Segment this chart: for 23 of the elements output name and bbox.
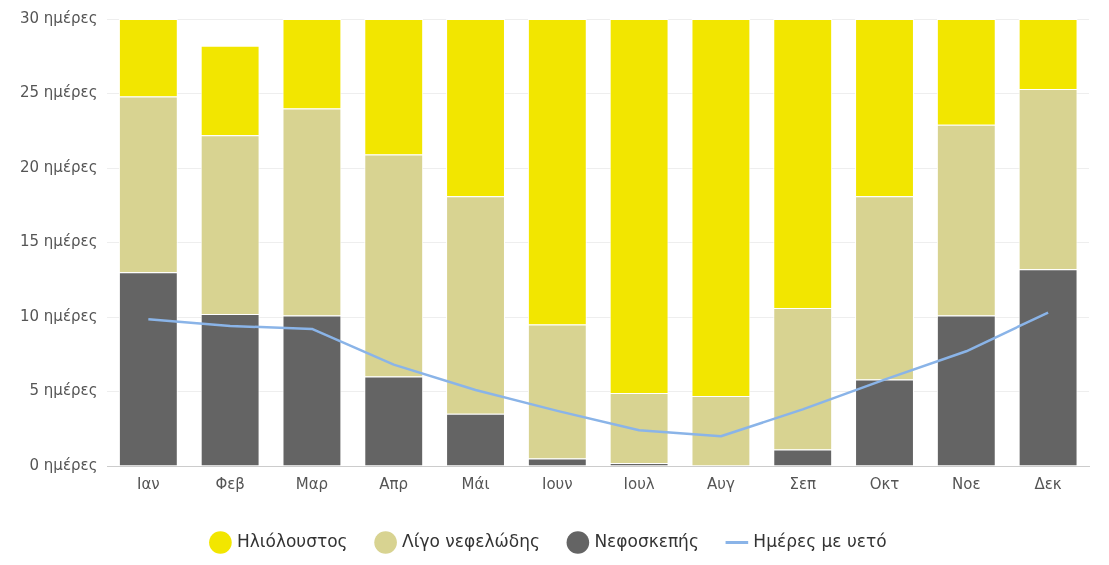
x-tick-label: Μάι	[461, 474, 490, 493]
x-tick-label: Μαρ	[295, 474, 329, 493]
x-tick-label: Ιουν	[541, 474, 573, 493]
x-tick-label: Φεβ	[215, 474, 245, 493]
y-tick-label: 10 ημέρες	[19, 306, 98, 325]
y-tick-label: 5 ημέρες	[29, 381, 98, 400]
x-tick-label: Οκτ	[869, 474, 900, 493]
legend-label: Λίγο νεφελώδης	[402, 530, 540, 551]
x-tick-label: Σεπ	[789, 474, 817, 493]
y-tick-label: 25 ημέρες	[19, 83, 98, 102]
y-tick-label: 30 ημέρες	[19, 8, 98, 27]
legend-label: Νεφοσκεπής	[594, 530, 699, 551]
x-tick-label: Νοε	[952, 474, 981, 493]
legend-label: Ημέρες με υετό	[753, 530, 887, 551]
y-tick-label: 0 ημέρες	[29, 455, 98, 474]
y-tick-label: 15 ημέρες	[19, 232, 98, 251]
x-tick-label: Αυγ	[707, 474, 735, 493]
legend-label: Ηλιόλουστος	[236, 530, 348, 551]
y-tick-label: 20 ημέρες	[19, 157, 98, 176]
x-tick-label: Ιαν	[136, 474, 160, 493]
x-tick-label: Απρ	[379, 474, 409, 493]
x-tick-label: Ιουλ	[623, 474, 655, 493]
x-tick-label: Δεκ	[1034, 474, 1062, 493]
